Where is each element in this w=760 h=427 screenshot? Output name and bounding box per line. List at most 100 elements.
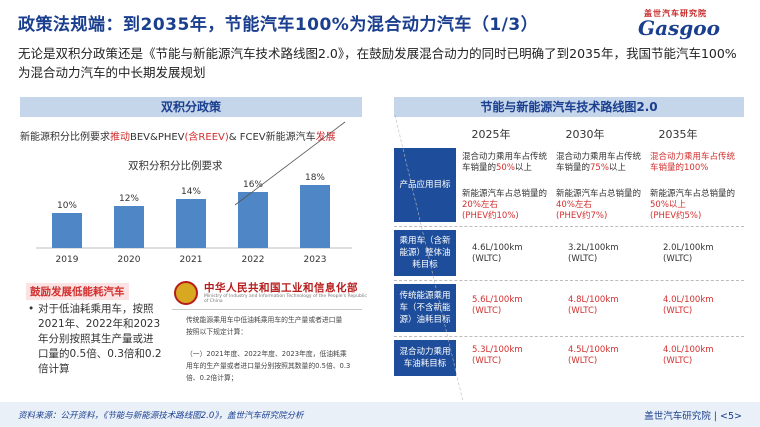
value: 4.8L/100km: [568, 295, 619, 305]
text: 新能源汽车占总销量的: [462, 189, 548, 199]
logo-cn-text: 盖世汽车研究院: [644, 9, 707, 18]
row-divider: [394, 280, 744, 281]
brand-logo: 盖世汽车研究院 Gasgoo: [616, 8, 746, 40]
unit: (WLTC): [472, 254, 502, 264]
bullet-text: 对于低油耗乘用车，按照2021年、2022年和2023年分别按照其生产量或进口量…: [38, 303, 162, 375]
value: 3.2L/100km: [568, 243, 619, 253]
cell-2035-nev-share: 新能源汽车占总销量的50%以上 (PHEV约5%): [650, 189, 740, 222]
cell-2035-hybrid-fuel: 4.0L/100km (WLTC): [663, 345, 714, 367]
cell-2030-ice-fuel: 4.8L/100km (WLTC): [568, 295, 619, 317]
row-divider: [394, 336, 744, 337]
tail: 以上: [608, 163, 626, 173]
low-consumption-subheader: 鼓励发展低能耗汽车: [26, 283, 129, 300]
miit-document: 中华人民共和国工业和信息化部 Ministry of Industry and …: [168, 277, 368, 392]
tick-label-2019: 2019: [56, 255, 79, 265]
unit: (WLTC): [663, 254, 693, 264]
row-label-product-target: 产品应用目标: [394, 148, 456, 222]
row-label-overall-fuel: 乘用车（含新能源）整体油耗目标: [394, 230, 456, 276]
value: 4.0L/100km: [663, 295, 714, 305]
roadmap-header: 节能与新能源汽车技术路线图2.0: [394, 97, 744, 117]
low-consumption-bullet: • 对于低油耗乘用车，按照2021年、2022年和2023年分别按照其生产量或进…: [28, 302, 163, 377]
row-divider: [394, 226, 744, 227]
req-mid: BEV&PHEV: [130, 132, 185, 143]
national-emblem-icon: [174, 281, 198, 305]
highlight: 75%: [590, 163, 609, 173]
bar-2022: [238, 192, 268, 248]
text: 混合动力乘用车占传统车销量的: [462, 152, 548, 173]
tick-label-2023: 2023: [304, 255, 327, 265]
tick-label-2020: 2020: [118, 255, 141, 265]
footer-separator: |: [713, 411, 717, 422]
miit-body: 传统能源乘用车中低油耗乘用车的生产量或者进口量 按照以下规定计算： （一）202…: [186, 314, 362, 384]
credit-ratio-chart: 双积分积分比例要求 10% 2019 12% 2020 14% 2021 16% 2022 18…: [30, 150, 360, 272]
req-red-2: (含REEV): [184, 132, 229, 143]
footer-source: 资料来源：公开资料，《节能与新能源技术路线图2.0》，盖世汽车研究院分析: [18, 411, 304, 421]
row-label-hybrid-fuel: 混合动力乘用车油耗目标: [394, 340, 456, 376]
miit-line-4: 用车的生产量或者进口量分别按照其数量的0.5倍、0.3: [186, 362, 351, 370]
miit-line-3: （一）2021年度、2022年度、2023年度，低油耗乘: [186, 350, 347, 358]
value: 4.6L/100km: [472, 243, 523, 253]
data-label-2020: 12%: [119, 194, 139, 204]
req-red-3: 发展: [315, 132, 336, 143]
tick-label-2022: 2022: [242, 255, 265, 265]
miit-line-2: 按照以下规定计算：: [186, 328, 248, 336]
text: 新能源汽车占总销量的: [650, 189, 736, 199]
unit: (WLTC): [472, 356, 502, 366]
cell-2035-ice-fuel: 4.0L/100km (WLTC): [663, 295, 714, 317]
data-label-2019: 10%: [57, 201, 77, 211]
chart-svg: 10% 2019 12% 2020 14% 2021 16% 2022 18% 2023: [36, 173, 352, 265]
phev-note: (PHEV约10%): [462, 211, 519, 221]
row-label-ice-fuel: 传统能源乘用车（不含新能源）油耗目标: [394, 284, 456, 332]
intro-paragraph: 无论是双积分政策还是《节能与新能源汽车技术路线图2.0》，在鼓励发展混合动力的同…: [18, 46, 737, 80]
tail: 以上: [514, 163, 532, 173]
bar-2020: [114, 206, 144, 248]
footer-bar: [0, 402, 760, 427]
miit-en-name: Ministry of Industry and Information Tec…: [204, 294, 367, 304]
year-2025: 2025年: [471, 128, 511, 141]
cell-2025-overall-fuel: 4.6L/100km (WLTC): [472, 243, 523, 265]
text: 混合动力乘用车占传统车销量的: [556, 152, 642, 173]
miit-divider: [172, 309, 362, 310]
value: 2.0L/100km: [663, 243, 714, 253]
dual-credit-header: 双积分政策: [20, 97, 362, 117]
unit: (WLTC): [472, 306, 502, 316]
highlight: 50%: [496, 163, 515, 173]
bar-2023: [300, 185, 330, 248]
tick-label-2021: 2021: [180, 255, 203, 265]
phev-note: (PHEV约5%): [650, 211, 702, 221]
miit-line-1: 传统能源乘用车中低油耗乘用车的生产量或者进口量: [186, 316, 343, 324]
cell-2030-overall-fuel: 3.2L/100km (WLTC): [568, 243, 619, 265]
unit: (WLTC): [568, 356, 598, 366]
cell-2030-nev-share: 新能源汽车占总销量的40%左右 (PHEV约7%): [556, 189, 644, 222]
cell-2025-hybrid-share: 混合动力乘用车占传统车销量的50%以上: [462, 152, 550, 174]
footer-page: <5>: [720, 411, 742, 422]
highlight: 20%左右: [462, 200, 498, 210]
bullet-dot: •: [28, 303, 35, 315]
value: 5.3L/100km: [472, 345, 523, 355]
year-2030: 2030年: [565, 128, 605, 141]
nev-credit-requirement: 新能源积分比例要求推动BEV&PHEV(含REEV)& FCEV新能源汽车发展: [20, 128, 370, 143]
chart-title: 双积分积分比例要求: [128, 160, 223, 172]
unit: (WLTC): [663, 306, 693, 316]
unit: (WLTC): [568, 254, 598, 264]
bar-2021: [176, 199, 206, 248]
highlight: 50%以上: [650, 200, 686, 210]
data-label-2021: 14%: [181, 187, 201, 197]
cell-2030-hybrid-share: 混合动力乘用车占传统车销量的75%以上: [556, 152, 644, 174]
value: 4.5L/100km: [568, 345, 619, 355]
req-prefix: 新能源积分比例要求: [20, 132, 110, 143]
value: 5.6L/100km: [472, 295, 523, 305]
footer-brand: 盖世汽车研究院 | <5>: [644, 408, 742, 422]
data-label-2022: 16%: [243, 180, 263, 190]
bar-2019: [52, 213, 82, 248]
miit-name: 中华人民共和国工业和信息化部: [204, 282, 358, 294]
logo-en-text: Gasgoo: [638, 16, 720, 40]
footer-brand-name: 盖世汽车研究院: [644, 411, 711, 422]
unit: (WLTC): [568, 306, 598, 316]
year-2035: 2035年: [658, 128, 698, 141]
page-title: 政策法规端：到2035年，节能汽车100%为混合动力汽车（1/3）: [18, 15, 539, 35]
miit-line-5: 倍、0.2倍计算；: [186, 374, 238, 382]
highlight: 40%左右: [556, 200, 592, 210]
cell-2025-ice-fuel: 5.6L/100km (WLTC): [472, 295, 523, 317]
